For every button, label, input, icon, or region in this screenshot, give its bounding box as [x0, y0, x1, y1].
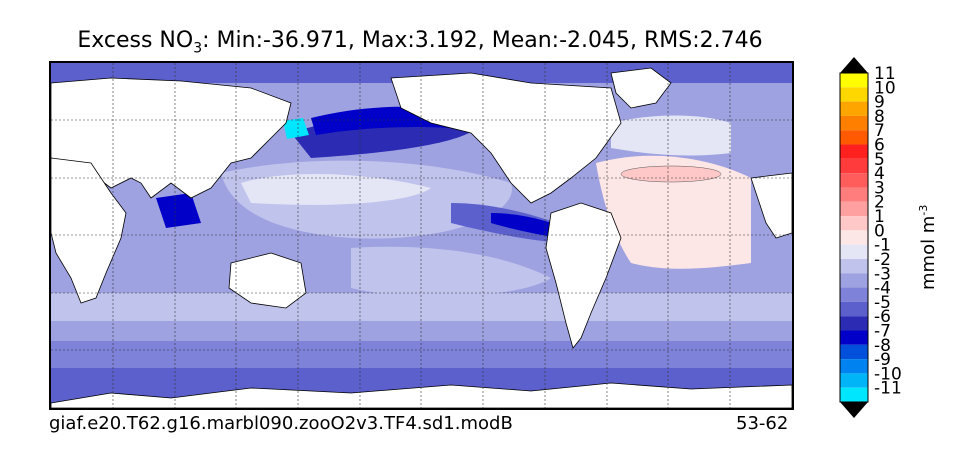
colorbar-tick-label: 6 — [874, 136, 885, 156]
title-prefix: Excess NO — [77, 28, 194, 53]
colorbar-swatch — [840, 316, 868, 331]
maritime-dark — [156, 193, 201, 228]
colorbar-swatch — [840, 87, 868, 102]
okhotsk-cyan — [283, 118, 309, 139]
north-atlantic-light — [611, 115, 731, 156]
gridlines — [51, 63, 792, 408]
colorbar-tick-label: -9 — [874, 350, 891, 370]
colorbar-swatch — [840, 173, 868, 188]
south-america-landmass — [545, 202, 622, 349]
colorbar-tick-label: -7 — [874, 321, 891, 341]
colorbar-swatch — [840, 301, 868, 317]
title-subscript: 3 — [193, 40, 203, 57]
continents — [51, 67, 792, 408]
south-pacific-light — [351, 246, 551, 297]
colorbar-tick-label: -3 — [874, 264, 891, 284]
colorbar-swatch — [840, 330, 868, 345]
colorbar-swatch — [840, 344, 868, 360]
colorbar-swatch — [840, 187, 868, 202]
colorbar-tick-label: -6 — [874, 307, 891, 327]
colorbar-swatch — [840, 387, 868, 402]
title-stats: : Min:-36.971, Max:3.192, Mean:-2.045, R… — [202, 28, 763, 53]
colorbar-swatch — [840, 273, 868, 288]
greenland-landmass — [610, 67, 672, 109]
colorbar: 11 10 9 8 7 6 5 4 3 2 1 0 -1 -2 -3 -4 -5 -6 -7 -8 -9 -10 -11 — [836, 55, 971, 420]
colorbar-swatch — [840, 144, 868, 159]
colorbar-swatch — [840, 287, 868, 302]
southern-mid-band — [51, 321, 792, 343]
north-pacific-lighter — [241, 173, 431, 205]
map-panel — [49, 61, 794, 410]
units-base: mmol m — [918, 215, 939, 290]
colorbar-tick-label: 4 — [874, 164, 885, 184]
colorbar-tick-label: 2 — [874, 193, 885, 213]
africa-landmass-east — [750, 172, 792, 239]
colorbar-tick-label: 9 — [874, 93, 885, 113]
colorbar-tick-label: -4 — [874, 279, 891, 299]
colorbar-tick-label: -2 — [874, 250, 891, 270]
colorbar-tick-label: 5 — [874, 150, 885, 170]
antarctica-landmass — [51, 382, 792, 408]
colorbar-units: mmol m-3 — [917, 205, 939, 290]
north-america-landmass — [390, 72, 622, 204]
colorbar-tick-label: -1 — [874, 236, 891, 256]
colorbar-under-arrow — [840, 402, 868, 418]
colorbar-swatch — [840, 101, 868, 116]
colorbar-tick-label: 7 — [874, 121, 885, 141]
colorbar-swatch — [840, 115, 868, 131]
colorbar-tick-label: 10 — [874, 78, 896, 98]
units-exponent: -3 — [917, 204, 930, 216]
colorbar-swatch — [840, 258, 868, 274]
colorbar-swatch — [840, 216, 868, 231]
map-canvas — [51, 63, 792, 408]
colorbar-swatch — [840, 230, 868, 245]
colorbar-tick-label: 0 — [874, 221, 885, 241]
colorbar-frame — [839, 72, 869, 403]
colorbar-tick-label: 3 — [874, 178, 885, 198]
colorbar-swatch — [840, 130, 868, 145]
colorbar-swatch — [840, 244, 868, 259]
australia-landmass — [228, 252, 307, 309]
colorbar-tick-label: 1 — [874, 207, 885, 227]
colorbar-over-arrow — [840, 57, 868, 73]
colorbar-swatch — [840, 359, 868, 374]
colorbar-tick-label: -5 — [874, 293, 891, 313]
atlantic-positive-core — [620, 165, 722, 183]
colorbar-tick-label: -11 — [874, 379, 902, 399]
plot-title: Excess NO3: Min:-36.971, Max:3.192, Mean… — [0, 28, 840, 56]
colorbar-swatch — [840, 73, 868, 88]
colorbar-tick-label: 11 — [874, 64, 896, 84]
year-range: 53-62 — [736, 413, 789, 434]
indian-ocean-mid — [91, 223, 231, 285]
colorbar-tick-label: 8 — [874, 107, 885, 127]
run-name: giaf.e20.T62.g16.marbl090.zooO2v3.TF4.sd… — [49, 413, 513, 434]
southern-dark-band — [51, 341, 792, 371]
colorbar-swatch — [840, 373, 868, 388]
southern-light-band — [51, 293, 792, 323]
colorbar-swatch — [840, 201, 868, 217]
colorbar-tick-label: -8 — [874, 336, 891, 356]
colorbar-tick-label: -10 — [874, 364, 902, 384]
atlantic-positive — [596, 155, 751, 269]
africa-landmass-west — [51, 157, 127, 304]
colorbar-swatch — [840, 158, 868, 174]
